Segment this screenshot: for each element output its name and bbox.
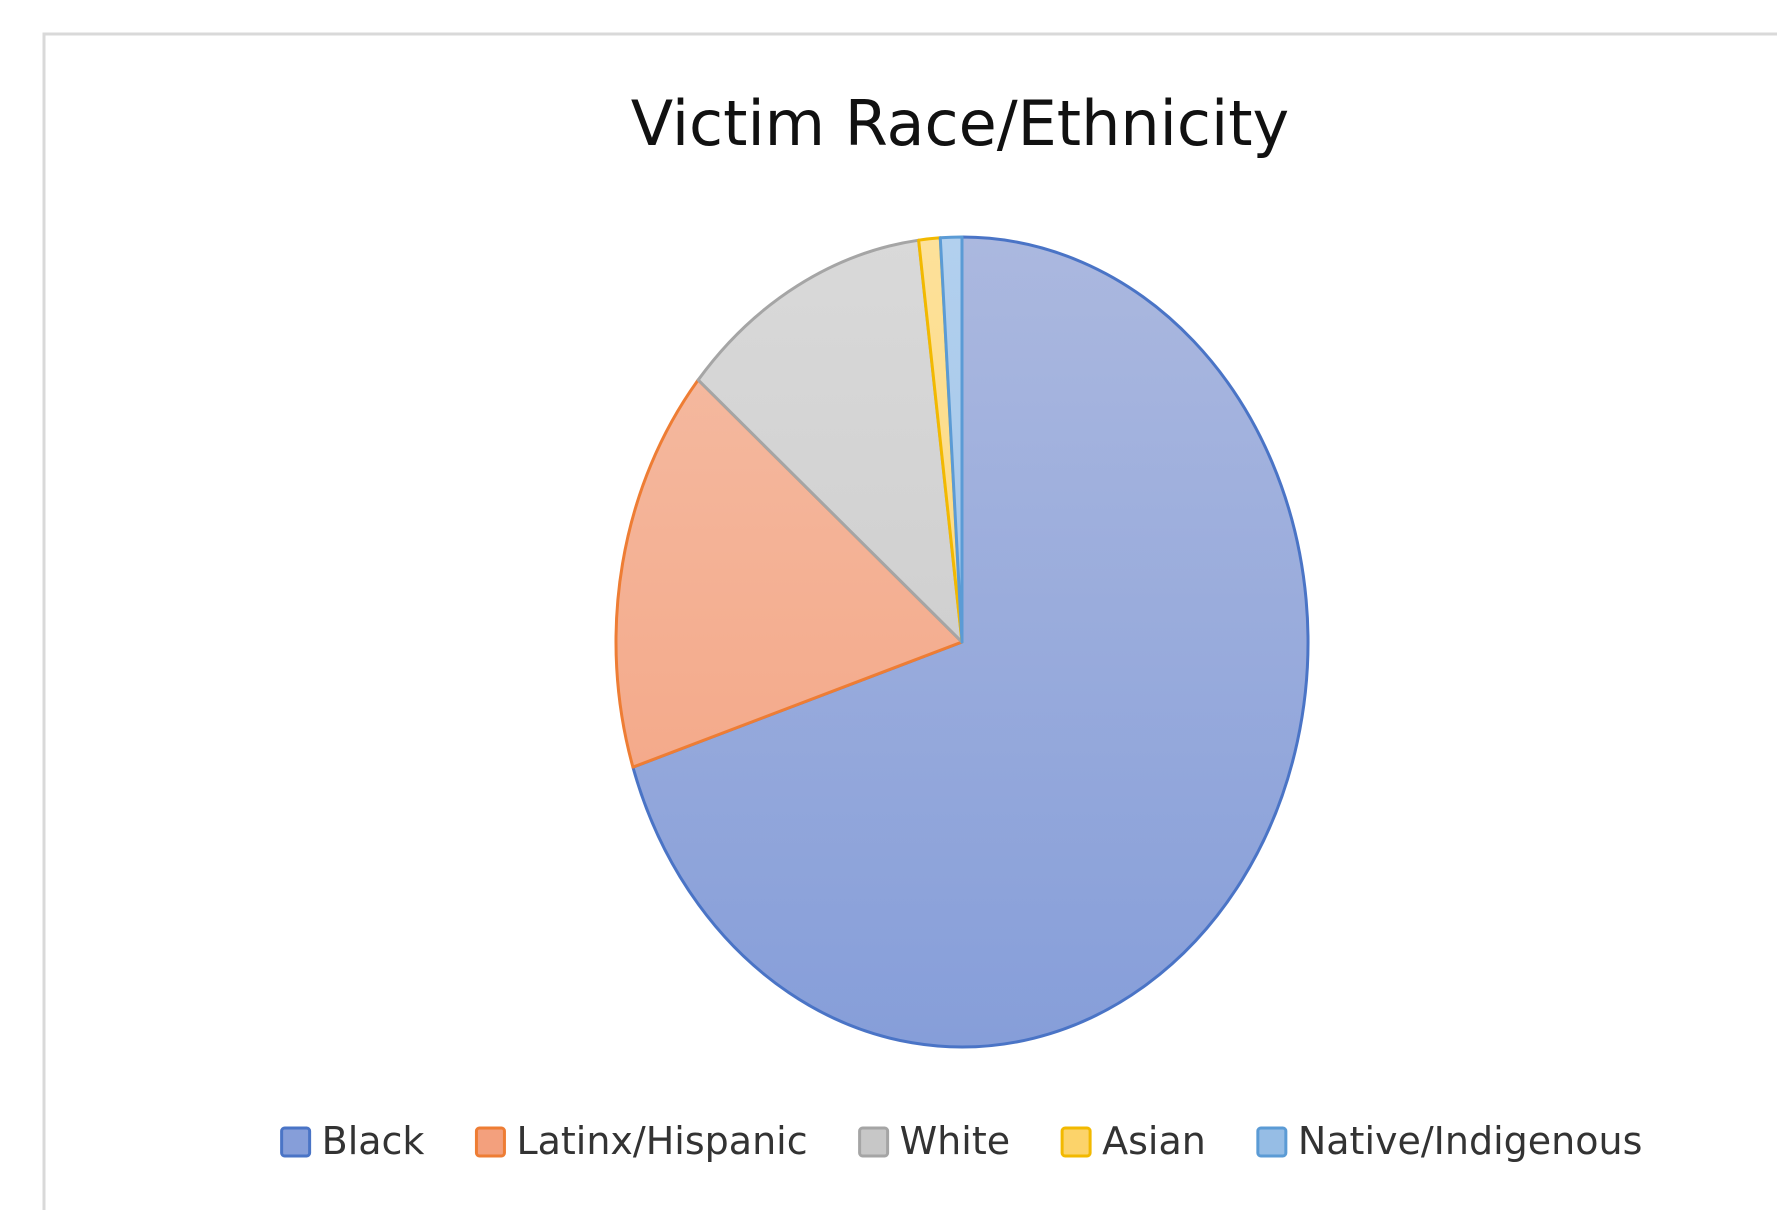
legend-label-latinx-hispanic: Latinx/Hispanic <box>516 1119 807 1163</box>
legend-item-latinx-hispanic: Latinx/Hispanic <box>474 1119 808 1163</box>
legend-swatch-native-indigenous <box>1256 1126 1288 1158</box>
legend-label-native-indigenous: Native/Indigenous <box>1298 1119 1643 1163</box>
legend-label-black: Black <box>322 1119 425 1163</box>
pie-slice-black <box>631 235 1310 1049</box>
legend-label-asian: Asian <box>1102 1119 1206 1163</box>
pie-slice-latinx-hispanic <box>614 378 964 769</box>
legend-swatch-black <box>280 1126 312 1158</box>
legend-item-asian: Asian <box>1060 1119 1206 1163</box>
chart-title: Victim Race/Ethnicity <box>631 87 1289 160</box>
legend-item-native-indigenous: Native/Indigenous <box>1256 1119 1643 1163</box>
legend-swatch-white <box>858 1126 890 1158</box>
pie-slice-white <box>696 238 964 644</box>
legend: Black Latinx/Hispanic White Asian Native/Ind… <box>280 1119 1643 1163</box>
legend-item-white: White <box>858 1119 1011 1163</box>
legend-label-white: White <box>900 1119 1011 1163</box>
legend-swatch-asian <box>1060 1126 1092 1158</box>
pie-slice-native-indigenous <box>938 235 964 644</box>
pie-slices <box>614 235 1310 1049</box>
legend-item-black: Black <box>280 1119 425 1163</box>
legend-swatch-latinx-hispanic <box>474 1126 506 1158</box>
